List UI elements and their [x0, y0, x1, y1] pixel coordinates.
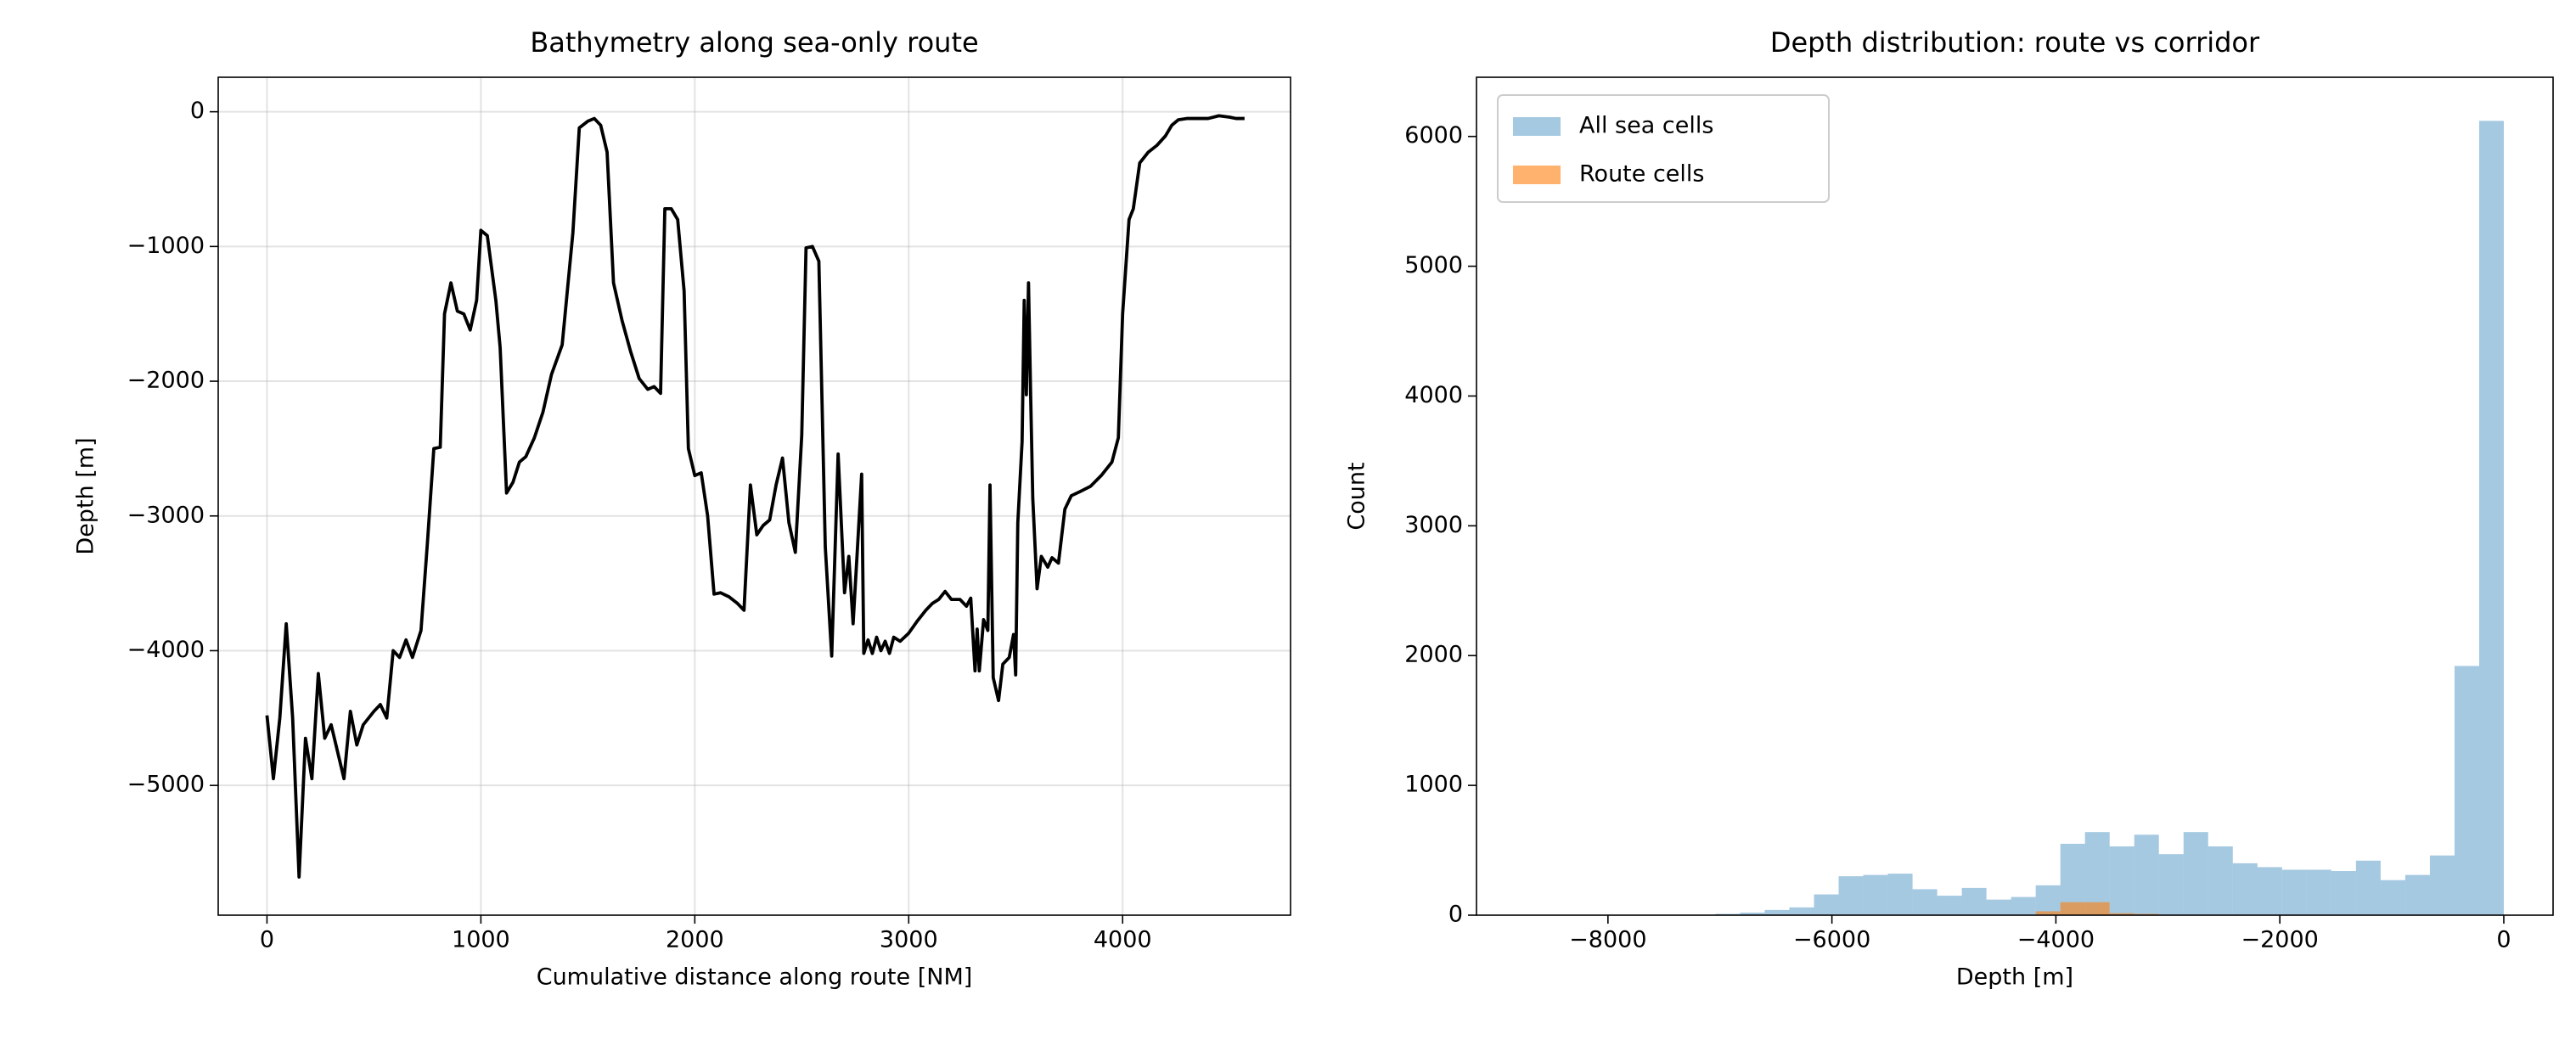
legend-label: All sea cells — [1579, 113, 1713, 139]
bar — [1814, 895, 1839, 915]
y-tick-label: −4000 — [127, 637, 205, 663]
bar — [1864, 875, 1888, 915]
bar — [1888, 874, 1913, 915]
bar — [1764, 910, 1789, 915]
y-axis-label: Depth [m] — [73, 437, 99, 554]
line — [267, 115, 1244, 877]
y-tick-label: 4000 — [1404, 382, 1463, 408]
y-tick-label: 0 — [190, 98, 205, 124]
x-axis-label: Depth [m] — [1956, 964, 2073, 991]
bar — [2208, 846, 2233, 915]
axes-frame — [1476, 77, 2553, 915]
y-tick-label: 3000 — [1404, 512, 1463, 538]
bar — [2479, 121, 2504, 915]
bar — [2405, 875, 2430, 915]
bar — [2184, 832, 2208, 915]
x-tick-label: 2000 — [666, 927, 724, 953]
y-tick-label: −5000 — [127, 772, 205, 798]
legend-swatch — [1513, 166, 1561, 184]
bar — [2159, 854, 2184, 915]
y-tick-label: 5000 — [1404, 252, 1463, 278]
y-axis-label: Count — [1344, 462, 1370, 530]
bar — [2134, 835, 2159, 915]
x-tick-label: −2000 — [2241, 927, 2319, 953]
y-tick-label: −3000 — [127, 502, 205, 528]
x-tick-label: −8000 — [1569, 927, 1646, 953]
bar — [2258, 867, 2282, 915]
x-tick-label: 0 — [2496, 927, 2511, 953]
legend-label: Route cells — [1579, 161, 1705, 188]
bar — [2381, 880, 2405, 915]
bar — [1790, 908, 1814, 915]
bar — [2331, 871, 2356, 915]
bar — [2110, 846, 2134, 915]
legend: All sea cells Route cells — [1498, 95, 1829, 202]
legend-swatch — [1513, 117, 1561, 136]
x-tick-label: 3000 — [880, 927, 938, 953]
x-tick-label: −4000 — [2017, 927, 2095, 953]
bar — [1987, 900, 2011, 915]
bar — [1938, 896, 1962, 915]
x-axis-label: Cumulative distance along route [NM] — [537, 964, 973, 991]
bar — [2455, 666, 2479, 915]
bar — [1913, 889, 1938, 915]
bar — [2061, 902, 2085, 915]
y-tick-label: −2000 — [127, 368, 205, 394]
bar — [2307, 869, 2331, 915]
bar — [2036, 885, 2061, 915]
y-tick-label: 0 — [1448, 902, 1463, 928]
bar — [1962, 888, 1987, 915]
bar — [1839, 876, 1864, 915]
y-tick-label: 1000 — [1404, 772, 1463, 798]
bar — [2011, 897, 2036, 915]
bar — [2282, 869, 2307, 915]
bar — [2085, 902, 2110, 915]
x-tick-label: −6000 — [1793, 927, 1870, 953]
chart-title: Bathymetry along sea-only route — [530, 26, 978, 59]
bar — [2356, 861, 2381, 915]
bar — [2233, 863, 2258, 915]
x-tick-label: 1000 — [452, 927, 510, 953]
y-tick-label: 6000 — [1404, 122, 1463, 149]
bar — [2430, 856, 2455, 915]
y-tick-label: 2000 — [1404, 642, 1463, 668]
x-tick-label: 0 — [260, 927, 274, 953]
y-tick-label: −1000 — [127, 233, 205, 259]
chart-title: Depth distribution: route vs corridor — [1770, 26, 2260, 59]
x-tick-label: 4000 — [1094, 927, 1152, 953]
axes-frame — [218, 77, 1291, 915]
